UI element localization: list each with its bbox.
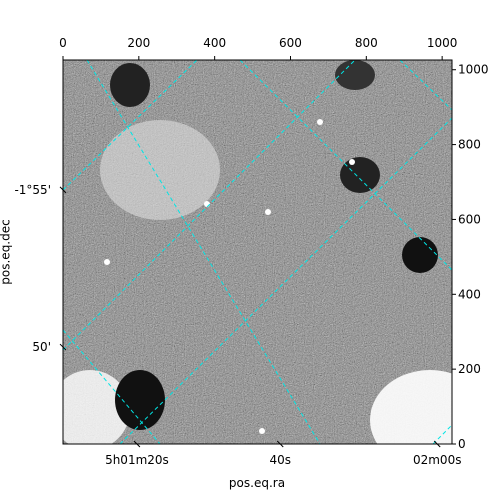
- wcs-y-tick-label: -1°55': [14, 183, 51, 197]
- y-tick-label: 800: [458, 138, 481, 152]
- wcs-x-tick-label: 40s: [269, 453, 291, 467]
- wcs-y-tick-label: 50': [32, 340, 51, 354]
- y-tick-label: 400: [458, 287, 481, 301]
- y-tick-label: 0: [458, 437, 466, 451]
- x-tick-label: 400: [203, 36, 226, 50]
- frame: [62, 59, 453, 445]
- y-tick-label: 600: [458, 212, 481, 226]
- y-tick-label: 200: [458, 362, 481, 376]
- wcs-x-tick: [133, 440, 141, 448]
- x-tick-label: 200: [127, 36, 150, 50]
- wcs-x-tick: [433, 440, 441, 448]
- x-tick-label: 0: [59, 36, 67, 50]
- y-tick-label: 1000: [458, 63, 489, 77]
- wcs-x-tick-label: 5h01m20s: [105, 453, 169, 467]
- x-tick-label: 800: [355, 36, 378, 50]
- wcs-y-tick: [59, 343, 67, 351]
- x-tick-label: 1000: [427, 36, 458, 50]
- wcs-y-tick: [59, 186, 67, 194]
- x-axis-label: pos.eq.ra: [229, 476, 285, 490]
- wcs-grid: [63, 60, 452, 444]
- y-axis-label: pos.eq.dec: [0, 219, 13, 284]
- sky-image: [63, 60, 452, 444]
- x-tick-label: 600: [279, 36, 302, 50]
- wcs-x-tick-label: 02m00s: [413, 453, 461, 467]
- wcs-x-tick: [276, 440, 284, 448]
